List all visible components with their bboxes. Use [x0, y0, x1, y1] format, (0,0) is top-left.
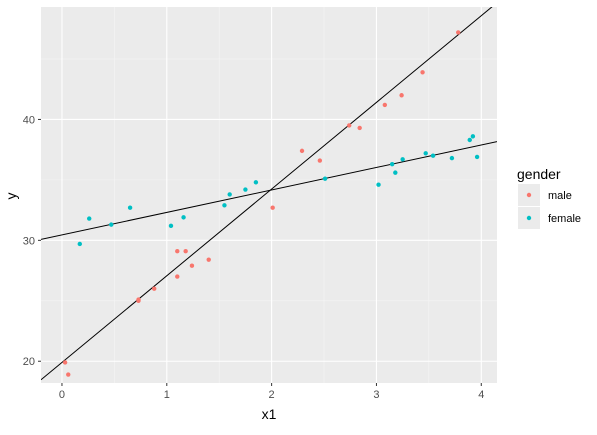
data-point-female [109, 222, 114, 227]
data-point-male [175, 249, 180, 254]
data-point-male [382, 102, 388, 108]
data-point-male [299, 148, 305, 154]
x-tick-label: 2 [269, 389, 275, 401]
data-point-female [181, 215, 186, 220]
data-point-female [168, 223, 174, 229]
x-tick-label: 4 [478, 389, 484, 401]
data-point-male [270, 205, 275, 210]
data-point-female [389, 161, 395, 167]
data-point-female [127, 205, 133, 210]
fit-lines [41, 7, 497, 381]
data-point-female [430, 153, 436, 158]
minor-gridlines [41, 7, 497, 383]
y-axis-ticks: 20 30 40 [23, 114, 41, 368]
legend-label: female [548, 213, 581, 225]
data-point-female [393, 170, 398, 175]
data-point-female [423, 151, 428, 156]
plot-area [41, 7, 497, 381]
data-point-male [136, 297, 141, 302]
data-point-female [449, 155, 455, 161]
data-point-male [357, 125, 362, 131]
data-point-male [183, 249, 188, 254]
data-point-female [470, 134, 476, 139]
data-point-female [322, 176, 328, 181]
y-tick-label: 30 [23, 235, 35, 247]
y-axis-title: y [3, 193, 19, 200]
data-point-female [87, 216, 92, 221]
data-point-male [456, 30, 461, 35]
data-point-female [243, 187, 248, 192]
data-points [62, 30, 480, 377]
data-point-male [62, 360, 68, 365]
data-point-male [420, 70, 425, 75]
data-point-male [189, 263, 195, 268]
data-point-male [346, 123, 352, 128]
legend-label: male [548, 190, 572, 202]
data-point-female [253, 180, 259, 185]
panel-background [41, 7, 497, 383]
y-tick-label: 40 [23, 114, 35, 126]
data-point-male [152, 286, 157, 291]
legend-title: gender [517, 166, 561, 182]
data-point-male [206, 257, 211, 262]
major-gridlines [41, 7, 497, 383]
x-tick-label: 3 [373, 389, 379, 401]
legend: gender male female [517, 166, 581, 229]
data-point-female [467, 137, 472, 143]
legend-key-point [526, 192, 532, 198]
data-point-female [77, 241, 82, 247]
data-point-female [227, 192, 232, 197]
data-point-female [400, 157, 405, 162]
data-point-female [222, 203, 227, 208]
y-tick-label: 20 [23, 356, 35, 368]
fit-line [41, 7, 493, 381]
data-point-male [317, 158, 323, 163]
x-tick-label: 1 [164, 389, 170, 401]
legend-key-point [526, 215, 532, 221]
data-point-female [474, 154, 480, 160]
data-point-male [175, 274, 180, 279]
x-axis-title: x1 [262, 406, 277, 422]
data-point-female [376, 182, 381, 187]
data-point-male [66, 372, 71, 377]
x-axis-ticks: 0 1 2 3 4 [59, 383, 484, 401]
x-tick-label: 0 [59, 389, 65, 401]
data-point-male [399, 93, 404, 98]
fit-line [41, 141, 497, 240]
